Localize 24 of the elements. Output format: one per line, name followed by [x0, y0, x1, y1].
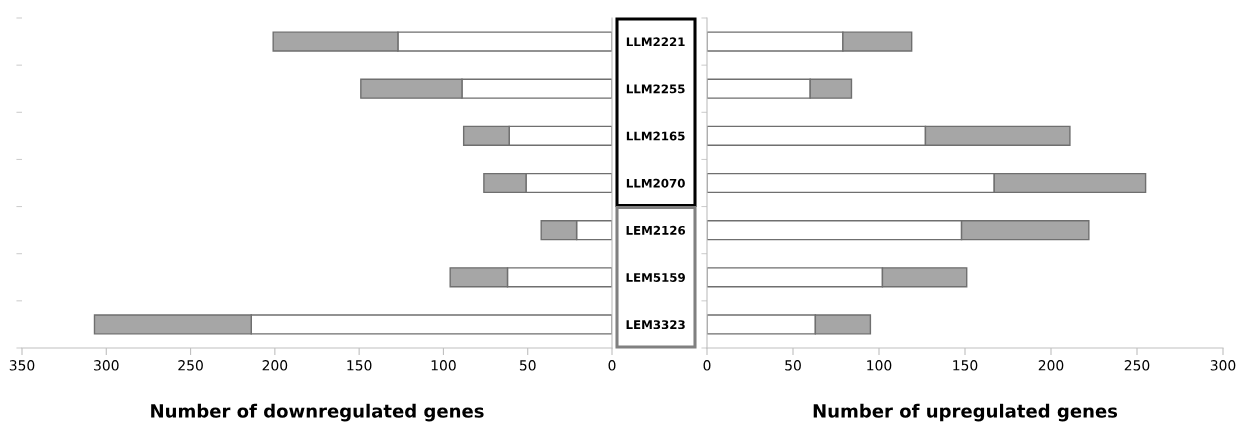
x-tick-label: 50 [519, 360, 536, 371]
x-tick-label: 50 [785, 360, 801, 371]
x-tick-label: 250 [178, 360, 203, 371]
x-axis-title: Number of downregulated genes [151, 403, 484, 422]
x-tick-label: 100 [431, 360, 456, 371]
y-tick-label: LEM3323 [626, 320, 685, 330]
x-axis-title: Number of upregulated genes [813, 403, 1118, 422]
y-tick-label: LLM2165 [626, 131, 685, 141]
x-tick-label: 0 [703, 360, 711, 371]
x-tick-label: 250 [1124, 360, 1150, 371]
y-tick-label: LEM2126 [626, 225, 686, 235]
x-tick-label: 150 [347, 360, 372, 371]
x-tick-label: 150 [953, 360, 978, 371]
x-tick-label: 200 [1038, 360, 1064, 371]
y-tick-label: LLM2221 [626, 37, 685, 47]
x-tick-label: 100 [867, 360, 892, 371]
x-tick-label: 200 [262, 360, 288, 371]
x-tick-label: 0 [608, 360, 616, 371]
x-tick-label: 350 [9, 360, 35, 371]
y-tick-label: LLM2070 [626, 178, 685, 188]
x-tick-label: 300 [94, 360, 119, 371]
x-tick-label: 300 [1210, 360, 1236, 371]
y-tick-label: LEM5159 [626, 273, 685, 282]
y-tick-label: LLM2255 [626, 84, 685, 94]
